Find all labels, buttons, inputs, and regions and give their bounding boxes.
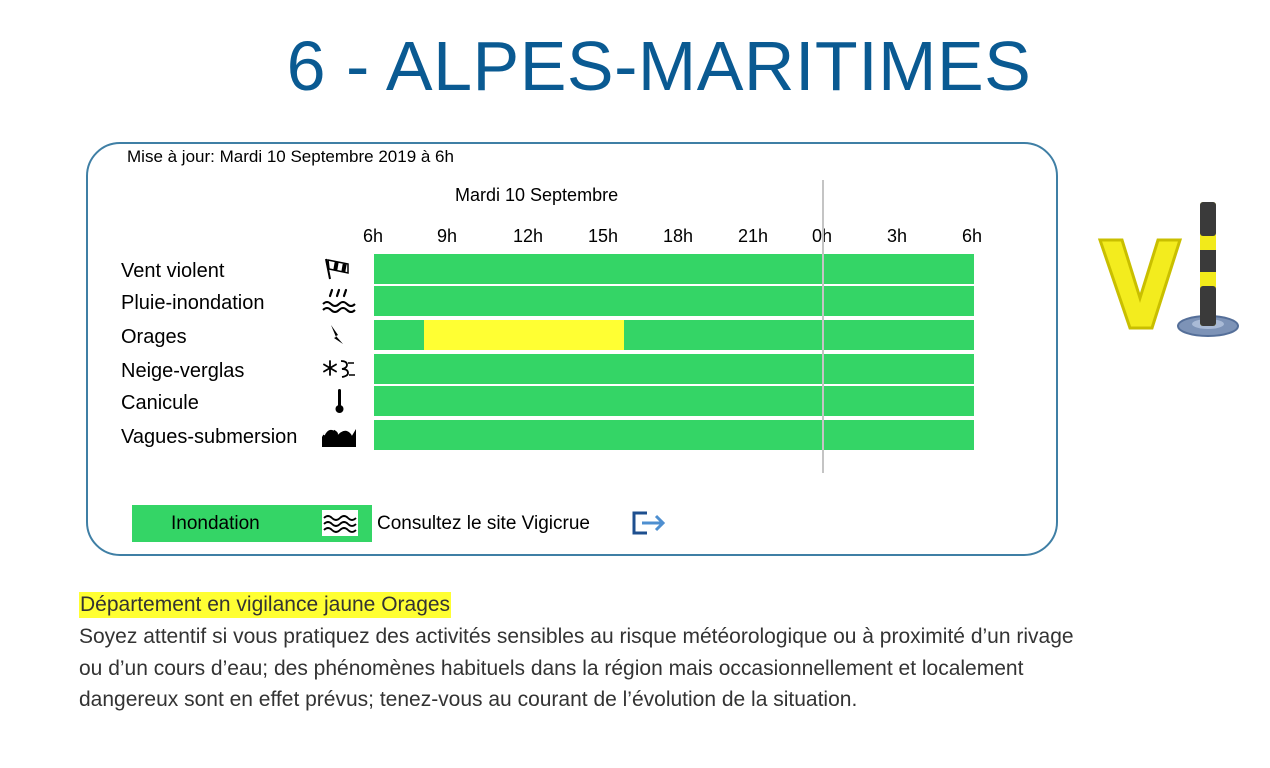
- midnight-divider: [822, 180, 824, 473]
- inondation-label: Inondation: [171, 513, 260, 534]
- phenomenon-bar: [374, 354, 974, 384]
- day-label: Mardi 10 Septembre: [455, 185, 619, 205]
- vigilance-segment-green: [374, 254, 974, 284]
- lightning-icon: [320, 321, 358, 349]
- wave-icon: [320, 421, 358, 449]
- hour-label: 9h: [436, 226, 458, 246]
- exit-icon[interactable]: [631, 509, 669, 537]
- snow-ice-icon: [320, 355, 358, 383]
- hour-label: 6h: [362, 226, 384, 246]
- phenomenon-label: Pluie-inondation: [121, 292, 265, 314]
- phenomenon-label: Neige-verglas: [121, 360, 245, 382]
- vigilance-segment-green: [374, 354, 974, 384]
- hour-label: 21h: [737, 226, 769, 246]
- phenomenon-bar: [374, 420, 974, 450]
- thermometer-icon: [320, 387, 358, 415]
- rain-flood-icon: [320, 287, 358, 315]
- update-timestamp: Mise à jour: Mardi 10 Septembre 2019 à 6…: [127, 147, 454, 166]
- page-title: 6 - ALPES-MARITIMES: [286, 27, 1032, 105]
- vigilance-segment-green: [374, 386, 974, 416]
- phenomenon-bar: [374, 286, 974, 316]
- hour-label: 12h: [512, 226, 544, 246]
- vigilance-panel: [86, 142, 1058, 556]
- alert-headline: Département en vigilance jaune Orages: [79, 592, 452, 618]
- vigilance-segment-green: [624, 320, 974, 350]
- phenomenon-bar: [374, 386, 974, 416]
- vigilance-segment-green: [374, 320, 424, 350]
- phenomenon-bar: [374, 254, 974, 284]
- vigilance-segment-green: [374, 286, 974, 316]
- phenomenon-label: Vent violent: [121, 260, 225, 282]
- alert-description: Soyez attentif si vous pratiquez des act…: [79, 625, 1074, 711]
- hour-label: 15h: [587, 226, 619, 246]
- hour-label: 3h: [886, 226, 908, 246]
- vigilance-segment-green: [374, 420, 974, 450]
- phenomenon-label: Orages: [121, 326, 187, 348]
- vigilance-logo-icon: [1096, 200, 1242, 344]
- phenomenon-label: Vagues-submersion: [121, 426, 298, 448]
- vigicrue-link[interactable]: Consultez le site Vigicrue: [377, 513, 590, 534]
- flood-waves-icon: [322, 510, 358, 536]
- hour-label: 6h: [961, 226, 983, 246]
- phenomenon-bar: [374, 320, 974, 350]
- hour-label: 18h: [662, 226, 694, 246]
- vigilance-segment-yellow: [424, 320, 624, 350]
- phenomenon-label: Canicule: [121, 392, 199, 414]
- windsock-icon: [320, 255, 358, 283]
